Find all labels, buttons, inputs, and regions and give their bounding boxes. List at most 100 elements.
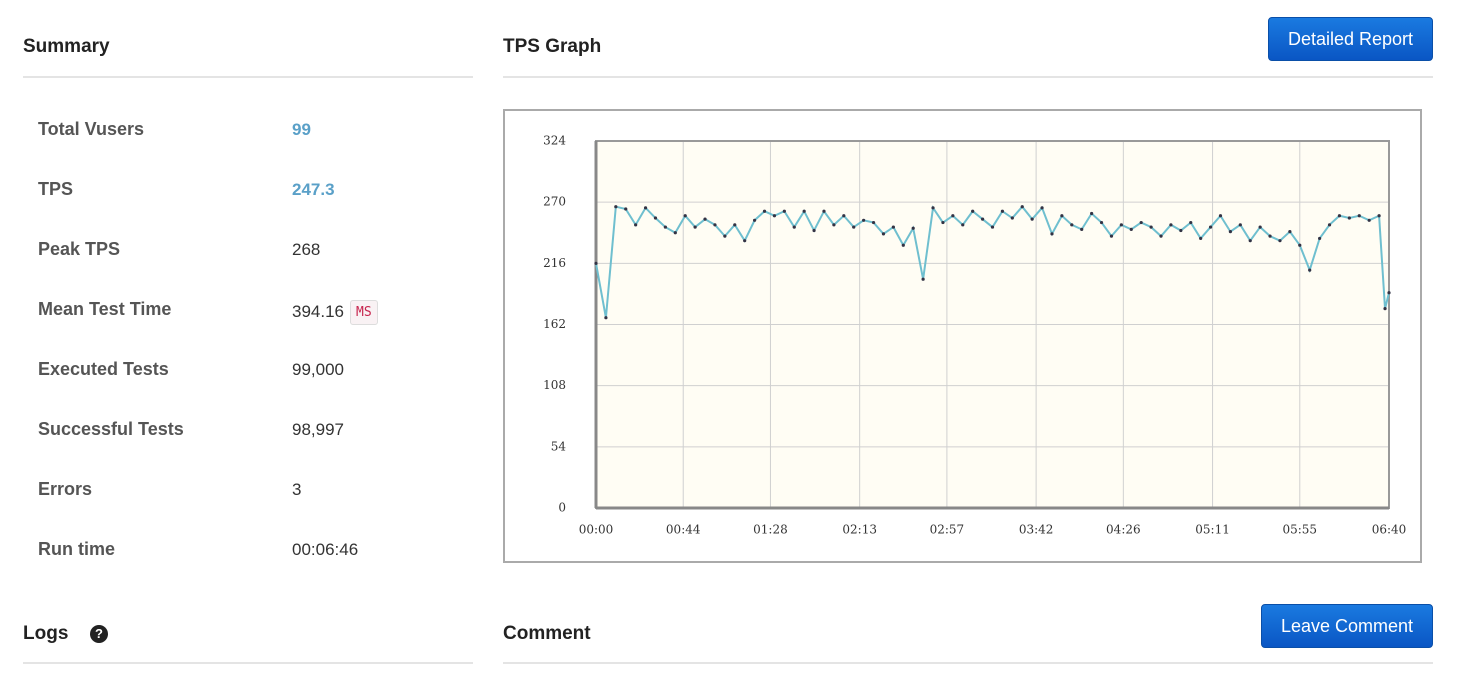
data-point <box>1030 217 1034 221</box>
value-text: 98,997 <box>292 420 344 439</box>
data-point <box>1238 223 1242 227</box>
y-tick-label: 216 <box>543 256 566 270</box>
row-label: TPS <box>38 179 74 199</box>
data-point <box>901 243 905 247</box>
data-point <box>812 228 816 233</box>
data-point <box>653 216 658 220</box>
data-point <box>1377 214 1381 218</box>
data-point <box>1308 268 1312 272</box>
x-tick-label: 02:57 <box>930 523 965 537</box>
data-point <box>1383 307 1387 311</box>
data-point <box>832 223 836 227</box>
x-tick-label: 02:13 <box>842 523 877 537</box>
data-point <box>1387 291 1391 295</box>
data-point <box>1149 225 1153 229</box>
row-value: 99 <box>292 120 311 140</box>
help-icon[interactable]: ? <box>90 625 108 643</box>
data-point <box>1288 230 1292 234</box>
data-point <box>1347 216 1351 220</box>
data-point <box>693 225 697 229</box>
leave-comment-button[interactable]: Leave Comment <box>1261 604 1433 648</box>
value-text: 3 <box>292 480 302 499</box>
divider <box>23 662 473 664</box>
tps-chart: 0 54 108 162 216 270 324 00:00 00:44 01:28 02:13 02… <box>503 109 1422 563</box>
row-value: 98,997 <box>292 420 344 440</box>
data-point <box>1119 223 1123 227</box>
data-point <box>643 206 648 210</box>
data-point <box>941 220 945 225</box>
x-tick-label: 06:40 <box>1372 523 1407 537</box>
data-point <box>990 225 995 229</box>
data-point <box>1129 227 1133 231</box>
data-point <box>1327 223 1332 227</box>
series-line <box>595 205 1390 318</box>
data-point <box>1248 239 1252 243</box>
data-point <box>1000 209 1005 213</box>
section-title: TPS Graph <box>503 36 602 57</box>
data-point <box>862 218 866 222</box>
value-text: 00:06:46 <box>292 540 359 559</box>
data-point <box>980 217 985 221</box>
data-point <box>1357 214 1361 218</box>
data-point <box>1298 243 1302 247</box>
data-point <box>951 214 955 218</box>
row-value: 247.3 <box>292 180 335 200</box>
data-point <box>871 220 876 225</box>
y-tick-label: 324 <box>543 134 566 148</box>
data-point <box>1189 220 1193 225</box>
data-point <box>1159 234 1163 238</box>
data-point <box>683 214 687 218</box>
row-label: Total Vusers <box>38 119 145 139</box>
row-label: Peak TPS <box>38 239 121 259</box>
data-point <box>753 218 757 222</box>
value-text: 99,000 <box>292 360 344 379</box>
data-point <box>822 209 826 213</box>
x-tick-label: 04:26 <box>1106 523 1141 537</box>
row-value: 268 <box>292 240 320 260</box>
data-point <box>961 223 965 227</box>
data-point <box>1020 205 1024 209</box>
data-point <box>703 217 707 221</box>
x-tick-label: 05:11 <box>1195 523 1230 537</box>
data-point <box>604 316 608 320</box>
x-tick-label: 01:28 <box>753 523 788 537</box>
section-title: Logs <box>23 623 69 644</box>
data-point <box>1139 220 1143 225</box>
data-point <box>1169 223 1173 227</box>
row-value: 3 <box>292 480 301 500</box>
data-point <box>614 205 618 209</box>
divider <box>23 76 473 78</box>
data-point <box>772 214 777 218</box>
data-point <box>792 225 796 229</box>
data-point <box>673 231 677 235</box>
unit-badge: MS <box>350 300 378 325</box>
data-point <box>852 225 856 229</box>
data-point <box>1060 214 1064 218</box>
data-point <box>1258 225 1262 229</box>
data-point <box>1218 214 1223 218</box>
data-point <box>1268 234 1272 238</box>
y-tick-label: 0 <box>558 501 566 515</box>
divider <box>503 76 1433 78</box>
data-point <box>971 209 975 213</box>
row-label: Errors <box>38 479 93 499</box>
data-point <box>713 223 717 227</box>
detailed-report-button[interactable]: Detailed Report <box>1268 17 1433 61</box>
data-point <box>881 232 886 236</box>
x-tick-label: 05:55 <box>1282 523 1317 537</box>
data-point <box>1090 211 1094 216</box>
section-title: Summary <box>23 36 110 57</box>
data-point <box>1208 225 1213 229</box>
section-title: Comment <box>503 623 591 644</box>
value-text: 99 <box>292 120 311 139</box>
x-tick-label: 00:44 <box>666 523 701 537</box>
data-point <box>1318 236 1322 241</box>
row-value: 99,000 <box>292 360 344 380</box>
row-label: Run time <box>38 539 116 559</box>
row-label: Mean Test Time <box>38 299 172 319</box>
x-tick-label: 00:00 <box>579 523 614 537</box>
x-tick-label: 03:42 <box>1019 523 1054 537</box>
row-label: Executed Tests <box>38 359 169 379</box>
